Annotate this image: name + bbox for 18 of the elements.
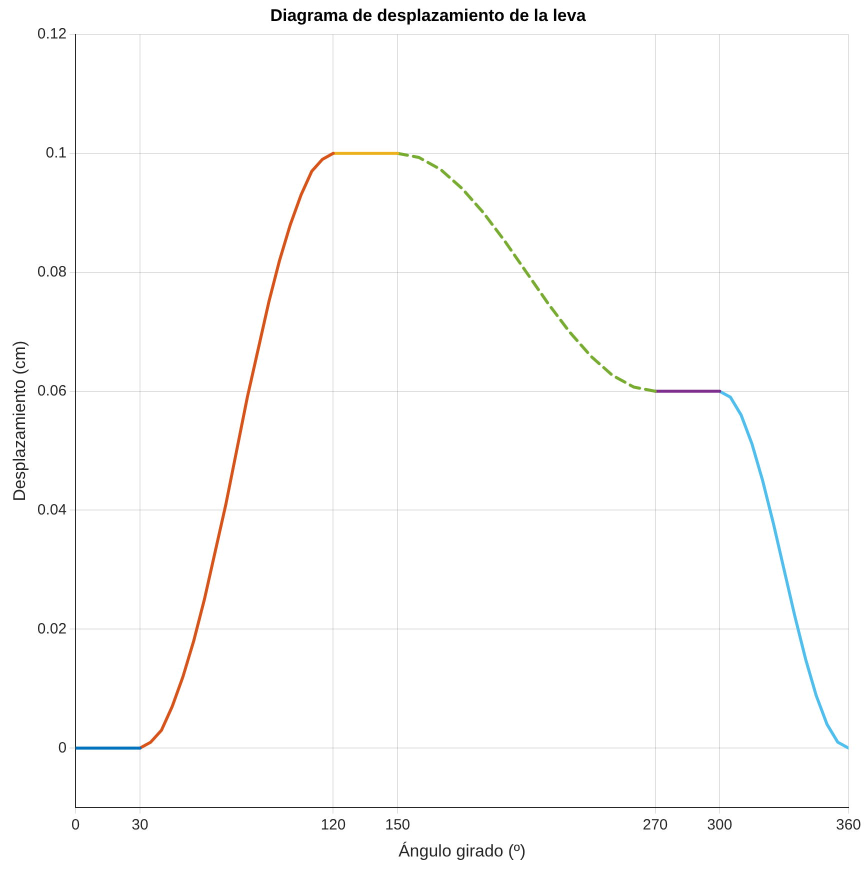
y-tick-label: 0: [58, 739, 67, 756]
x-tick-label: 120: [320, 816, 346, 834]
x-tick-label: 360: [836, 816, 861, 834]
x-tick-label: 300: [707, 816, 732, 834]
y-tick-label: 0.04: [37, 501, 67, 518]
y-tick-label: 0.02: [37, 620, 67, 638]
y-axis-title: Desplazamiento (cm): [10, 340, 29, 502]
line-series: [396, 152, 657, 393]
y-tick-label: 0.06: [37, 382, 67, 400]
y-tick-label: 0.12: [37, 26, 67, 43]
x-tick-label: 30: [132, 816, 148, 834]
y-tick-label: 0.1: [46, 144, 67, 162]
y-tick-label: 0.08: [37, 263, 67, 280]
x-axis-title: Ángulo girado (º): [398, 841, 526, 860]
x-tick-label: 0: [71, 816, 80, 834]
x-tick-label: 270: [642, 816, 668, 834]
x-tick-label: 150: [385, 816, 410, 834]
chart-title: Diagrama de desplazamiento de la leva: [270, 6, 586, 25]
